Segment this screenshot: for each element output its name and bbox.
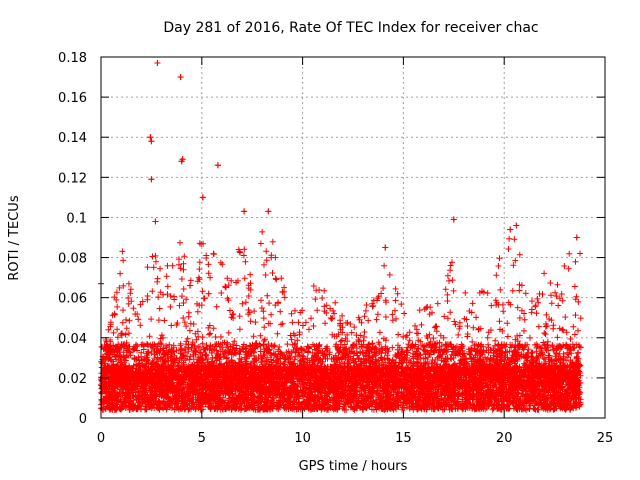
y-tick-label: 0.14 [58,131,87,146]
x-tick-label: 15 [395,431,412,446]
x-tick-label: 5 [198,431,206,446]
x-tick-label: 0 [97,431,105,446]
data-points [98,60,584,413]
y-tick-label: 0.08 [58,252,87,267]
roti-outlier-point [241,208,248,215]
roti-outlier-point [265,208,272,215]
y-tick-label: 0.04 [58,332,87,347]
roti-outlier-point [179,156,186,163]
y-tick-label: 0.02 [58,372,87,387]
roti-outlier-point [450,216,457,223]
y-tick-label: 0.16 [58,91,87,106]
roti-outlier-point [513,222,520,229]
x-tick-label: 25 [597,431,614,446]
y-tick-label: 0.06 [58,292,87,307]
roti-outlier-point [147,134,154,141]
y-tick-label: 0.12 [58,171,87,186]
y-tick-label: 0.18 [58,51,87,66]
roti-point-cloud [98,60,584,413]
roti-outlier-point [573,234,580,241]
roti-outlier-point [148,138,155,145]
roti-outlier-point [199,194,206,201]
y-axis-label: ROTI / TECUs [7,195,22,280]
roti-outlier-point [148,176,155,183]
axis-ticks: 0 0.02 0.04 0.06 0.08 0.1 0.12 0.14 0.16 0.18 0 5 10… [58,51,613,446]
x-axis-label: GPS time / hours [299,459,408,474]
y-tick-label: 0.1 [66,211,87,226]
roti-outlier-point [152,218,159,225]
roti-outlier-point [177,74,184,81]
roti-outlier-point [382,244,389,251]
roti-outlier-point [507,226,514,233]
roti-outlier-point [154,60,161,67]
y-tick-label: 0 [79,412,87,427]
roti-outlier-point [214,162,221,169]
plot-frame [100,56,606,419]
x-tick-label: 10 [294,431,311,446]
x-tick-label: 20 [496,431,513,446]
chart-title: Day 281 of 2016, Rate Of TEC Index for r… [163,20,538,36]
